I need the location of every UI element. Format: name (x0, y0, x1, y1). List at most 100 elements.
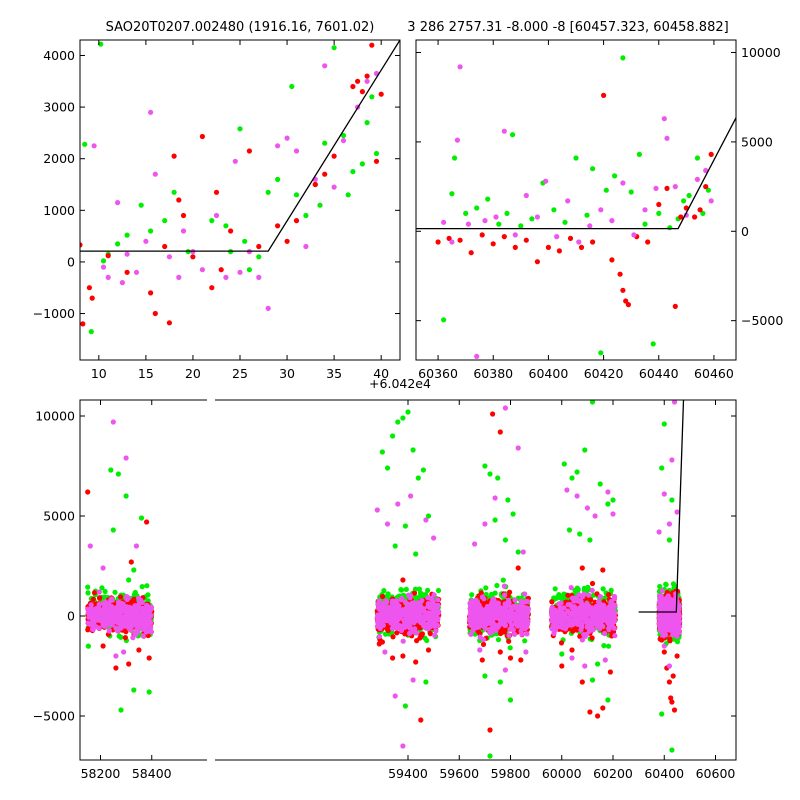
cluster-point (91, 620, 97, 626)
data-point (91, 143, 97, 149)
cluster-point (103, 610, 110, 616)
data-point (124, 269, 130, 275)
cluster-point (469, 592, 475, 598)
cluster-point (504, 608, 510, 615)
data-point (554, 234, 560, 240)
cluster-point (95, 611, 101, 617)
data-point (435, 239, 441, 245)
data-point (148, 290, 154, 296)
data-point (708, 198, 714, 204)
cluster-point (518, 619, 524, 625)
cluster-point (506, 638, 512, 644)
data-point (636, 151, 643, 157)
cluster-point (139, 584, 145, 590)
cluster-point (97, 595, 103, 601)
cluster-point (568, 585, 574, 591)
cluster-point (402, 599, 408, 605)
data-point (452, 155, 458, 161)
data-point (493, 214, 499, 220)
axes-frame (415, 39, 737, 361)
cluster-point (414, 615, 420, 621)
cluster-point (139, 599, 145, 606)
cluster-point (589, 580, 596, 587)
data-point (171, 153, 177, 159)
data-point (697, 207, 703, 213)
cluster-point (136, 613, 142, 619)
data-point (543, 178, 549, 184)
cluster-point (394, 625, 400, 631)
cluster-point (522, 624, 529, 631)
cluster-point (403, 586, 409, 593)
data-point (678, 214, 684, 220)
cluster-point (513, 618, 519, 624)
cluster-point (472, 601, 478, 607)
cluster-point (389, 598, 395, 604)
cluster-point (376, 623, 382, 629)
cluster-point (502, 592, 508, 598)
data-point (694, 155, 701, 161)
data-point (601, 92, 607, 98)
data-point (454, 137, 460, 143)
data-point (228, 228, 234, 234)
cluster-point (109, 597, 115, 603)
cluster-point (468, 612, 474, 618)
y-tick-label: −1000 (33, 306, 75, 321)
cluster-point (560, 594, 567, 600)
cluster-point (407, 604, 413, 610)
data-point (100, 264, 107, 270)
cluster-point (416, 604, 422, 610)
data-point (369, 94, 375, 100)
cluster-point (514, 623, 521, 629)
plot-area (80, 40, 400, 335)
y-tick-label: 0 (741, 224, 749, 239)
cluster-point (468, 622, 474, 628)
data-point (700, 210, 706, 216)
cluster-point (519, 624, 525, 630)
y-tick-label: −5000 (741, 313, 783, 328)
data-point (331, 153, 337, 159)
cluster-point (85, 590, 91, 596)
data-point (509, 132, 516, 138)
cluster-point (410, 629, 416, 635)
x-tick-label: 60460 (694, 366, 734, 381)
data-point (523, 237, 529, 243)
cluster-point (115, 617, 121, 623)
data-point (565, 198, 571, 204)
cluster-point (390, 605, 396, 611)
cluster-point (579, 637, 586, 643)
cluster-point (404, 607, 410, 613)
cluster-point (559, 622, 566, 629)
cluster-point (518, 598, 524, 604)
data-point (284, 238, 290, 244)
cluster-point (375, 612, 381, 618)
cluster-point (99, 585, 105, 591)
data-point (242, 238, 248, 244)
data-point (545, 244, 552, 250)
cluster-point (611, 625, 617, 631)
cluster-point (581, 587, 587, 593)
data-point (573, 155, 579, 161)
cluster-point (127, 608, 133, 614)
data-point (86, 285, 92, 291)
data-point (176, 274, 182, 280)
x-tick-label: 60380 (473, 366, 513, 381)
cluster-point (524, 631, 530, 637)
cluster-point (91, 590, 98, 596)
cluster-point (413, 594, 419, 600)
data-point (642, 207, 648, 213)
data-point (82, 141, 88, 147)
data-point (350, 83, 356, 90)
cluster-point (118, 594, 124, 600)
data-point (598, 350, 604, 356)
x-tick-label: 20 (185, 366, 201, 381)
cluster-point (107, 618, 113, 624)
cluster-point (515, 607, 521, 613)
data-point (512, 244, 518, 250)
data-point (275, 143, 281, 149)
cluster-point (432, 632, 438, 639)
data-point (590, 239, 596, 245)
data-point (501, 128, 507, 134)
cluster-point (501, 628, 508, 635)
data-point (485, 196, 491, 202)
data-point (148, 109, 154, 115)
